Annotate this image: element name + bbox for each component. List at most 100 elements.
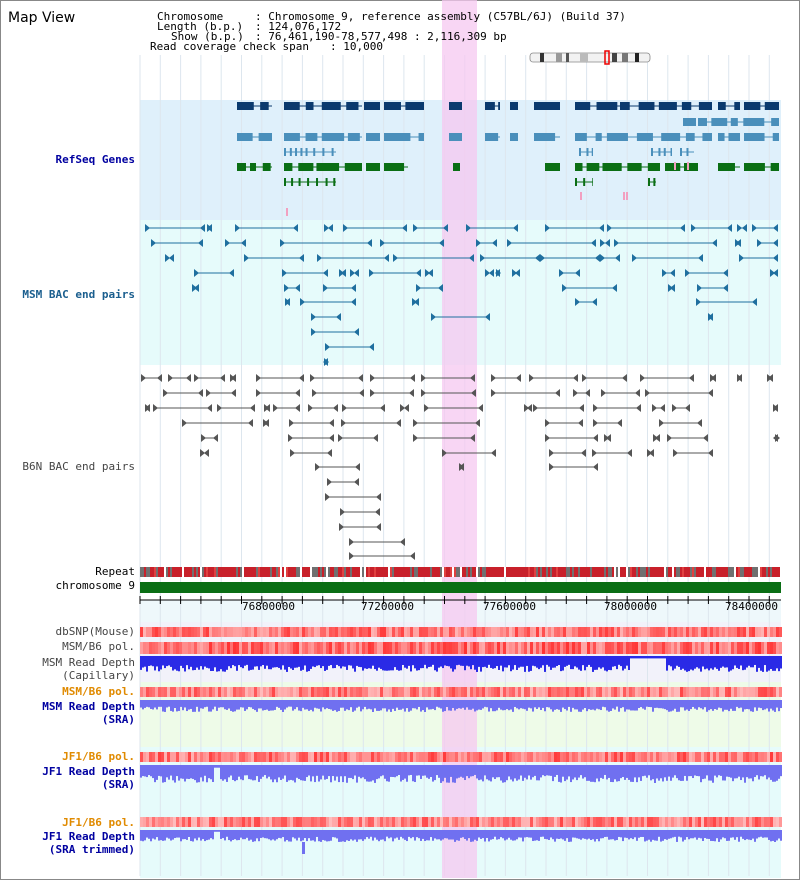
heat-cell <box>383 627 386 637</box>
heat-cell <box>182 627 185 637</box>
heat-cell <box>770 687 773 697</box>
track-label-refseq[interactable]: RefSeq Genes <box>55 153 135 166</box>
depth-bar <box>670 700 672 712</box>
repeat-block <box>630 567 632 577</box>
heat-cell <box>392 817 395 827</box>
depth-bar <box>728 830 730 841</box>
track-label-jf1-depth-sra[interactable]: JF1 Read Depth <box>42 765 135 778</box>
heat-cell <box>440 687 443 697</box>
depth-bar <box>322 700 324 708</box>
depth-bar <box>162 830 164 841</box>
depth-bar <box>742 656 744 671</box>
depth-bar <box>236 765 238 781</box>
heat-cell <box>221 642 224 654</box>
depth-bar <box>384 765 386 779</box>
track-label-msm-depth-sra[interactable]: MSM Read Depth <box>42 700 135 713</box>
heat-cell <box>548 817 551 827</box>
depth-bar <box>632 830 634 840</box>
depth-bar <box>652 656 654 659</box>
depth-bar <box>394 765 396 778</box>
depth-bar <box>600 765 602 778</box>
heat-cell <box>533 687 536 697</box>
heat-cell <box>521 687 524 697</box>
heat-cell <box>761 817 764 827</box>
heat-cell <box>614 642 617 654</box>
track-label-dbsnp[interactable]: dbSNP(Mouse) <box>55 625 135 638</box>
repeat-block <box>224 567 226 577</box>
depth-bar <box>328 700 330 709</box>
depth-bar <box>410 765 412 775</box>
depth-bar <box>720 765 722 776</box>
heat-cell <box>278 752 281 762</box>
depth-bar <box>502 656 504 672</box>
depth-bar <box>642 765 644 777</box>
heat-cell <box>515 752 518 762</box>
repeat-block <box>602 567 604 577</box>
repeat-block <box>370 567 372 577</box>
depth-bar <box>340 765 342 777</box>
repeat-block <box>394 567 396 577</box>
heat-cell <box>773 752 776 762</box>
depth-bar <box>688 656 690 672</box>
heat-cell <box>770 752 773 762</box>
depth-bar <box>534 765 536 776</box>
track-label-b6n-bac[interactable]: B6N BAC end pairs <box>22 460 135 473</box>
depth-bar <box>150 765 152 777</box>
depth-bar <box>278 700 280 708</box>
depth-bar <box>708 830 710 839</box>
track-label-jf1-b6-pol-2[interactable]: JF1/B6 pol. <box>62 816 135 829</box>
depth-bar <box>372 656 374 666</box>
track-label-repeat[interactable]: Repeat <box>95 565 135 578</box>
repeat-block <box>194 567 196 577</box>
heat-cell <box>698 817 701 827</box>
track-label-msm-depth-cap[interactable]: MSM Read Depth <box>42 656 135 669</box>
heat-cell <box>266 752 269 762</box>
depth-bar <box>340 700 342 708</box>
track-label-msm-b6-pol-1[interactable]: MSM/B6 pol. <box>62 640 135 653</box>
gene-exon <box>670 148 672 156</box>
heat-cell <box>569 687 572 697</box>
depth-bar <box>630 700 632 711</box>
heat-cell <box>389 642 392 654</box>
heat-cell <box>587 817 590 827</box>
depth-bar <box>514 700 516 707</box>
depth-bar <box>276 765 278 783</box>
track-label-msm-bac[interactable]: MSM BAC end pairs <box>22 288 135 301</box>
track-label-jf1-b6-pol-1[interactable]: JF1/B6 pol. <box>62 750 135 763</box>
heat-cell <box>689 642 692 654</box>
repeat-block <box>396 567 398 577</box>
repeat-block <box>612 567 614 577</box>
depth-bar <box>454 765 456 783</box>
bac-end-arrow <box>592 298 597 306</box>
bac-end-arrow <box>680 224 685 232</box>
bac-end-arrow <box>582 374 587 382</box>
bac-end-arrow <box>545 419 550 427</box>
heat-cell <box>635 627 638 637</box>
bac-end-arrow <box>595 254 600 262</box>
heat-cell <box>746 817 749 827</box>
heat-cell <box>458 642 461 654</box>
heat-cell <box>404 627 407 637</box>
track-label-chromosome[interactable]: chromosome 9 <box>55 579 135 592</box>
bac-end-arrow <box>201 434 206 442</box>
depth-bar <box>642 830 644 837</box>
track-label-msm-b6-pol-2[interactable]: MSM/B6 pol. <box>62 685 135 698</box>
heat-cell <box>425 687 428 697</box>
heat-cell <box>467 752 470 762</box>
depth-bar <box>592 656 594 672</box>
depth-bar <box>236 830 238 841</box>
depth-bar <box>396 700 398 708</box>
depth-bar <box>580 656 582 671</box>
repeat-block <box>548 567 550 577</box>
track-label-jf1-depth-trim[interactable]: JF1 Read Depth <box>42 830 135 843</box>
bac-end-arrow <box>153 404 158 412</box>
bac-end-arrow <box>324 224 329 232</box>
heat-cell <box>455 687 458 697</box>
bac-end-arrow <box>752 298 757 306</box>
depth-bar <box>268 700 270 711</box>
depth-bar <box>748 765 750 779</box>
heat-cell <box>620 817 623 827</box>
heat-cell <box>167 627 170 637</box>
depth-bar <box>294 656 296 668</box>
